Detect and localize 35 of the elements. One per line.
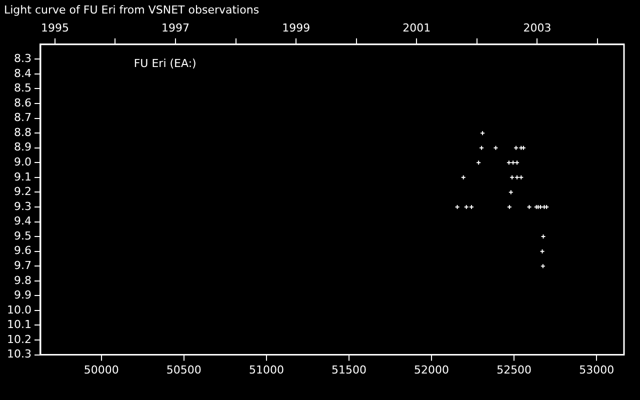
x-tick-label: 51500 — [332, 363, 366, 376]
x2-tick-label: 1997 — [162, 22, 190, 35]
y-tick-label: 8.4 — [14, 66, 32, 80]
x-tick-label: 52500 — [496, 363, 532, 376]
y-tick-label: 8.7 — [14, 111, 32, 124]
y-tick-label: 10.1 — [6, 318, 32, 332]
annotation: FU Eri (EA:) — [134, 56, 196, 70]
x2-tick-label: 1995 — [40, 22, 69, 35]
y-tick-label: 9.0 — [14, 156, 32, 169]
y-tick-label: 10.3 — [6, 348, 32, 361]
x-tick-label: 50500 — [166, 363, 202, 376]
x2-tick-label: 1999 — [282, 22, 310, 35]
x2-tick-label: 2001 — [402, 22, 431, 35]
y-tick-label: 9.3 — [14, 200, 32, 213]
x-tick-label: 51000 — [248, 363, 284, 376]
y-tick-label: 10.2 — [6, 332, 32, 346]
y-tick-label: 9.4 — [14, 214, 32, 228]
x-tick-label: 53000 — [579, 363, 614, 376]
y-tick-label: 9.1 — [14, 170, 32, 184]
y-tick-label: 8.6 — [14, 96, 32, 110]
y-tick-label: 9.7 — [14, 258, 32, 272]
x-tick-label: 52000 — [414, 363, 450, 376]
chart-title: Light curve of FU Eri from VSNET observations — [4, 3, 260, 16]
y-tick-label: 9.5 — [14, 229, 32, 242]
y-tick-label: 9.9 — [14, 288, 32, 302]
y-tick-label: 9.6 — [14, 244, 32, 258]
y-tick-label: 8.8 — [14, 126, 32, 139]
y-tick-label: 8.9 — [14, 140, 32, 154]
x2-tick-label: 2003 — [523, 22, 552, 35]
y-tick-label: 8.3 — [14, 52, 32, 66]
x-tick-label: 50000 — [84, 363, 119, 376]
y-tick-label: 8.5 — [14, 82, 32, 95]
y-tick-label: 9.8 — [14, 274, 32, 287]
y-tick-label: 10.0 — [6, 303, 32, 316]
y-tick-label: 9.2 — [14, 185, 32, 198]
